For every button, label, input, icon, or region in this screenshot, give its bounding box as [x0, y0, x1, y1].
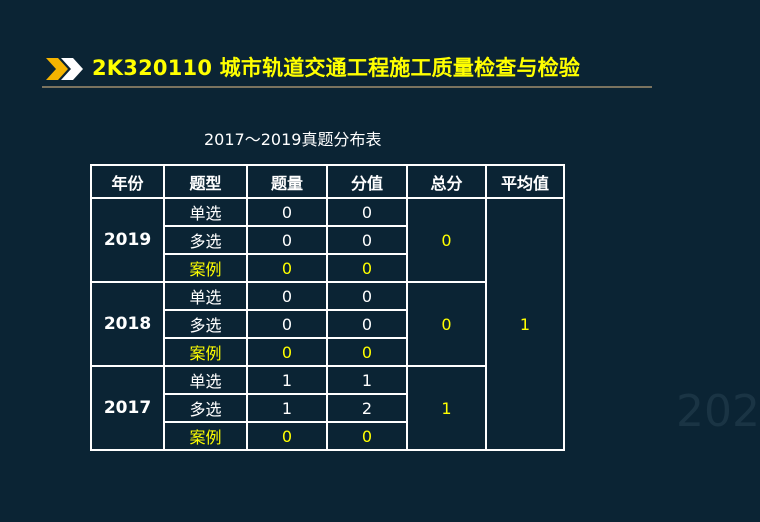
header-average: 平均值 — [485, 164, 565, 199]
title-divider — [42, 86, 652, 88]
score-cell: 0 — [326, 337, 408, 367]
header-score: 分值 — [326, 164, 408, 199]
exam-distribution-table: 年份 题型 题量 分值 总分 平均值 2019 单选 0 0 0 1 多选 0 0 案例 0 0 201… — [90, 164, 565, 451]
table-row: 2018 单选 0 0 0 — [90, 281, 564, 367]
count-cell: 1 — [246, 365, 328, 395]
table-row: 2019 单选 0 0 0 1 — [90, 197, 565, 451]
count-cell: 0 — [246, 253, 328, 283]
count-cell: 0 — [246, 225, 328, 255]
page-title: 2K320110 城市轨道交通工程施工质量检查与检验 — [92, 56, 581, 80]
table-row: 多选 0 0 — [91, 225, 564, 255]
table-header-row: 年份 题型 题量 分值 总分 平均值 — [90, 164, 565, 199]
header-year: 年份 — [90, 164, 165, 199]
type-cell: 多选 — [163, 309, 248, 339]
average-cell: 1 — [485, 197, 565, 451]
count-cell: 0 — [246, 309, 328, 339]
table-row: 案例 0 0 — [91, 421, 564, 451]
score-cell: 0 — [326, 421, 408, 451]
year-cell: 2018 — [90, 281, 165, 367]
count-cell: 1 — [246, 393, 328, 423]
table-row: 案例 0 0 — [91, 253, 564, 283]
year-cell: 2017 — [90, 365, 165, 451]
type-cell: 多选 — [163, 225, 248, 255]
score-cell: 0 — [326, 281, 408, 311]
count-cell: 0 — [246, 337, 328, 367]
score-cell: 0 — [326, 309, 408, 339]
total-cell: 0 — [406, 281, 487, 367]
score-cell: 2 — [326, 393, 408, 423]
type-cell: 多选 — [163, 393, 248, 423]
header-type: 题型 — [163, 164, 248, 199]
total-cell: 0 — [406, 197, 487, 283]
type-cell: 案例 — [163, 253, 248, 283]
table-row: 案例 0 0 — [91, 337, 564, 367]
table-row: 2017 单选 1 1 1 — [90, 365, 564, 451]
total-cell: 1 — [406, 365, 487, 451]
score-cell: 1 — [326, 365, 408, 395]
type-cell: 案例 — [163, 337, 248, 367]
header-count: 题量 — [246, 164, 328, 199]
count-cell: 0 — [246, 281, 328, 311]
score-cell: 0 — [326, 197, 408, 227]
table-caption: 2017～2019真题分布表 — [204, 130, 382, 149]
type-cell: 案例 — [163, 421, 248, 451]
count-cell: 0 — [246, 197, 328, 227]
score-cell: 0 — [326, 225, 408, 255]
watermark: 2020 — [676, 386, 760, 437]
table-row: 多选 1 2 — [91, 393, 564, 423]
table-row: 多选 0 0 — [91, 309, 564, 339]
double-chevron-icon — [46, 58, 83, 80]
header-total: 总分 — [406, 164, 487, 199]
type-cell: 单选 — [163, 197, 248, 227]
score-cell: 0 — [326, 253, 408, 283]
type-cell: 单选 — [163, 365, 248, 395]
type-cell: 单选 — [163, 281, 248, 311]
count-cell: 0 — [246, 421, 328, 451]
year-cell: 2019 — [90, 197, 165, 283]
